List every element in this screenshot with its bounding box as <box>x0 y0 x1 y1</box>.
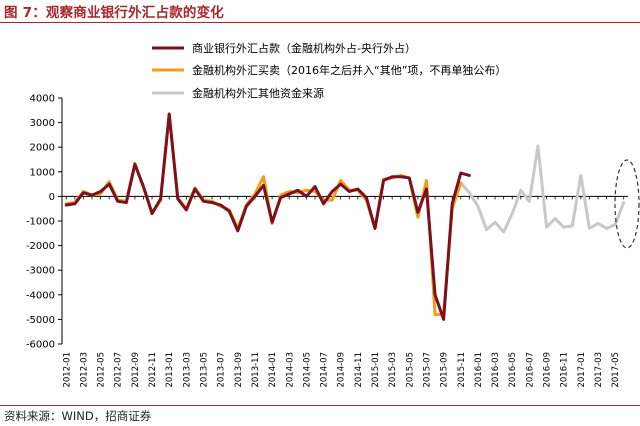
x-tick-label: 2014-07 <box>320 352 330 388</box>
x-tick-label: 2016-01 <box>474 352 484 388</box>
y-tick-label: -3000 <box>26 266 55 277</box>
x-tick-label: 2017-03 <box>594 352 604 388</box>
x-tick-label: 2017-05 <box>611 352 621 388</box>
x-tick-label: 2015-03 <box>388 352 398 388</box>
x-tick-label: 2016-03 <box>491 352 501 388</box>
highlight-ellipse <box>614 159 640 249</box>
y-tick-label: 1000 <box>30 167 55 178</box>
x-tick-label: 2016-11 <box>560 352 570 388</box>
x-tick-label: 2013-01 <box>165 352 175 388</box>
x-tick-label: 2015-07 <box>422 352 432 388</box>
y-tick-label: -6000 <box>26 340 55 351</box>
x-tick-label: 2016-07 <box>525 352 535 388</box>
x-tick-label: 2012-01 <box>62 352 72 388</box>
bottom-rule <box>0 405 640 406</box>
series-line-3 <box>459 144 626 234</box>
series-line-2 <box>64 112 463 316</box>
x-tick-label: 2012-03 <box>79 352 89 388</box>
x-tick-label: 2012-09 <box>131 352 141 388</box>
x-tick-label: 2016-09 <box>543 352 553 388</box>
source-note: 资料来源：WIND，招商证券 <box>4 409 152 423</box>
x-tick-label: 2014-05 <box>302 352 312 388</box>
legend-label: 金融机构外汇买卖（2016年之后并入“其他”项，不再单独公布） <box>192 63 506 77</box>
figure-title: 图 7：观察商业银行外汇占款的变化 <box>4 5 224 21</box>
x-tick-label: 2014-01 <box>268 352 278 388</box>
y-tick-label: -5000 <box>26 315 55 326</box>
y-tick-label: -2000 <box>26 241 55 252</box>
y-tick-label: 4000 <box>30 94 55 105</box>
y-tick-label: 3000 <box>30 118 55 129</box>
x-tick-label: 2016-05 <box>508 352 518 388</box>
legend-label: 金融机构外汇其他资金来源 <box>192 86 324 100</box>
x-tick-label: 2013-09 <box>234 352 244 388</box>
series-line-1 <box>64 112 471 321</box>
legend: 商业银行外汇占款（金融机构外占-央行外占） 金融机构外汇买卖（2016年之后并入“… <box>152 41 506 100</box>
x-tick-label: 2014-11 <box>354 352 364 388</box>
x-tick-label: 2013-05 <box>200 352 210 388</box>
y-tick-label: -4000 <box>26 290 55 301</box>
y-tick-label: -1000 <box>26 217 55 228</box>
x-axis: 2012-01 2012-03 2012-05 2012-07 2012-09 2012-… <box>62 195 628 388</box>
x-tick-label: 2015-05 <box>405 352 415 388</box>
x-tick-label: 2014-09 <box>337 352 347 388</box>
x-tick-label: 2015-09 <box>440 352 450 388</box>
x-tick-label: 2013-03 <box>182 352 192 388</box>
y-tick-label: 2000 <box>30 143 55 154</box>
y-axis: 4000 3000 2000 1000 0 -1000 -2000 -3000 -4000 -50… <box>26 94 63 351</box>
legend-label: 商业银行外汇占款（金融机构外占-央行外占） <box>192 41 416 55</box>
series-lines <box>64 112 626 321</box>
title-rule <box>0 22 640 23</box>
x-tick-label: 2013-07 <box>217 352 227 388</box>
x-tick-label: 2012-05 <box>97 352 107 388</box>
x-tick-label: 2015-11 <box>457 352 467 388</box>
x-tick-label: 2013-11 <box>251 352 261 388</box>
x-tick-label: 2015-01 <box>371 352 381 388</box>
x-tick-label: 2017-01 <box>577 352 587 388</box>
x-tick-label: 2012-11 <box>148 352 158 388</box>
x-tick-label: 2012-07 <box>114 352 124 388</box>
y-tick-label: 0 <box>49 192 55 203</box>
x-tick-label: 2014-03 <box>285 352 295 388</box>
